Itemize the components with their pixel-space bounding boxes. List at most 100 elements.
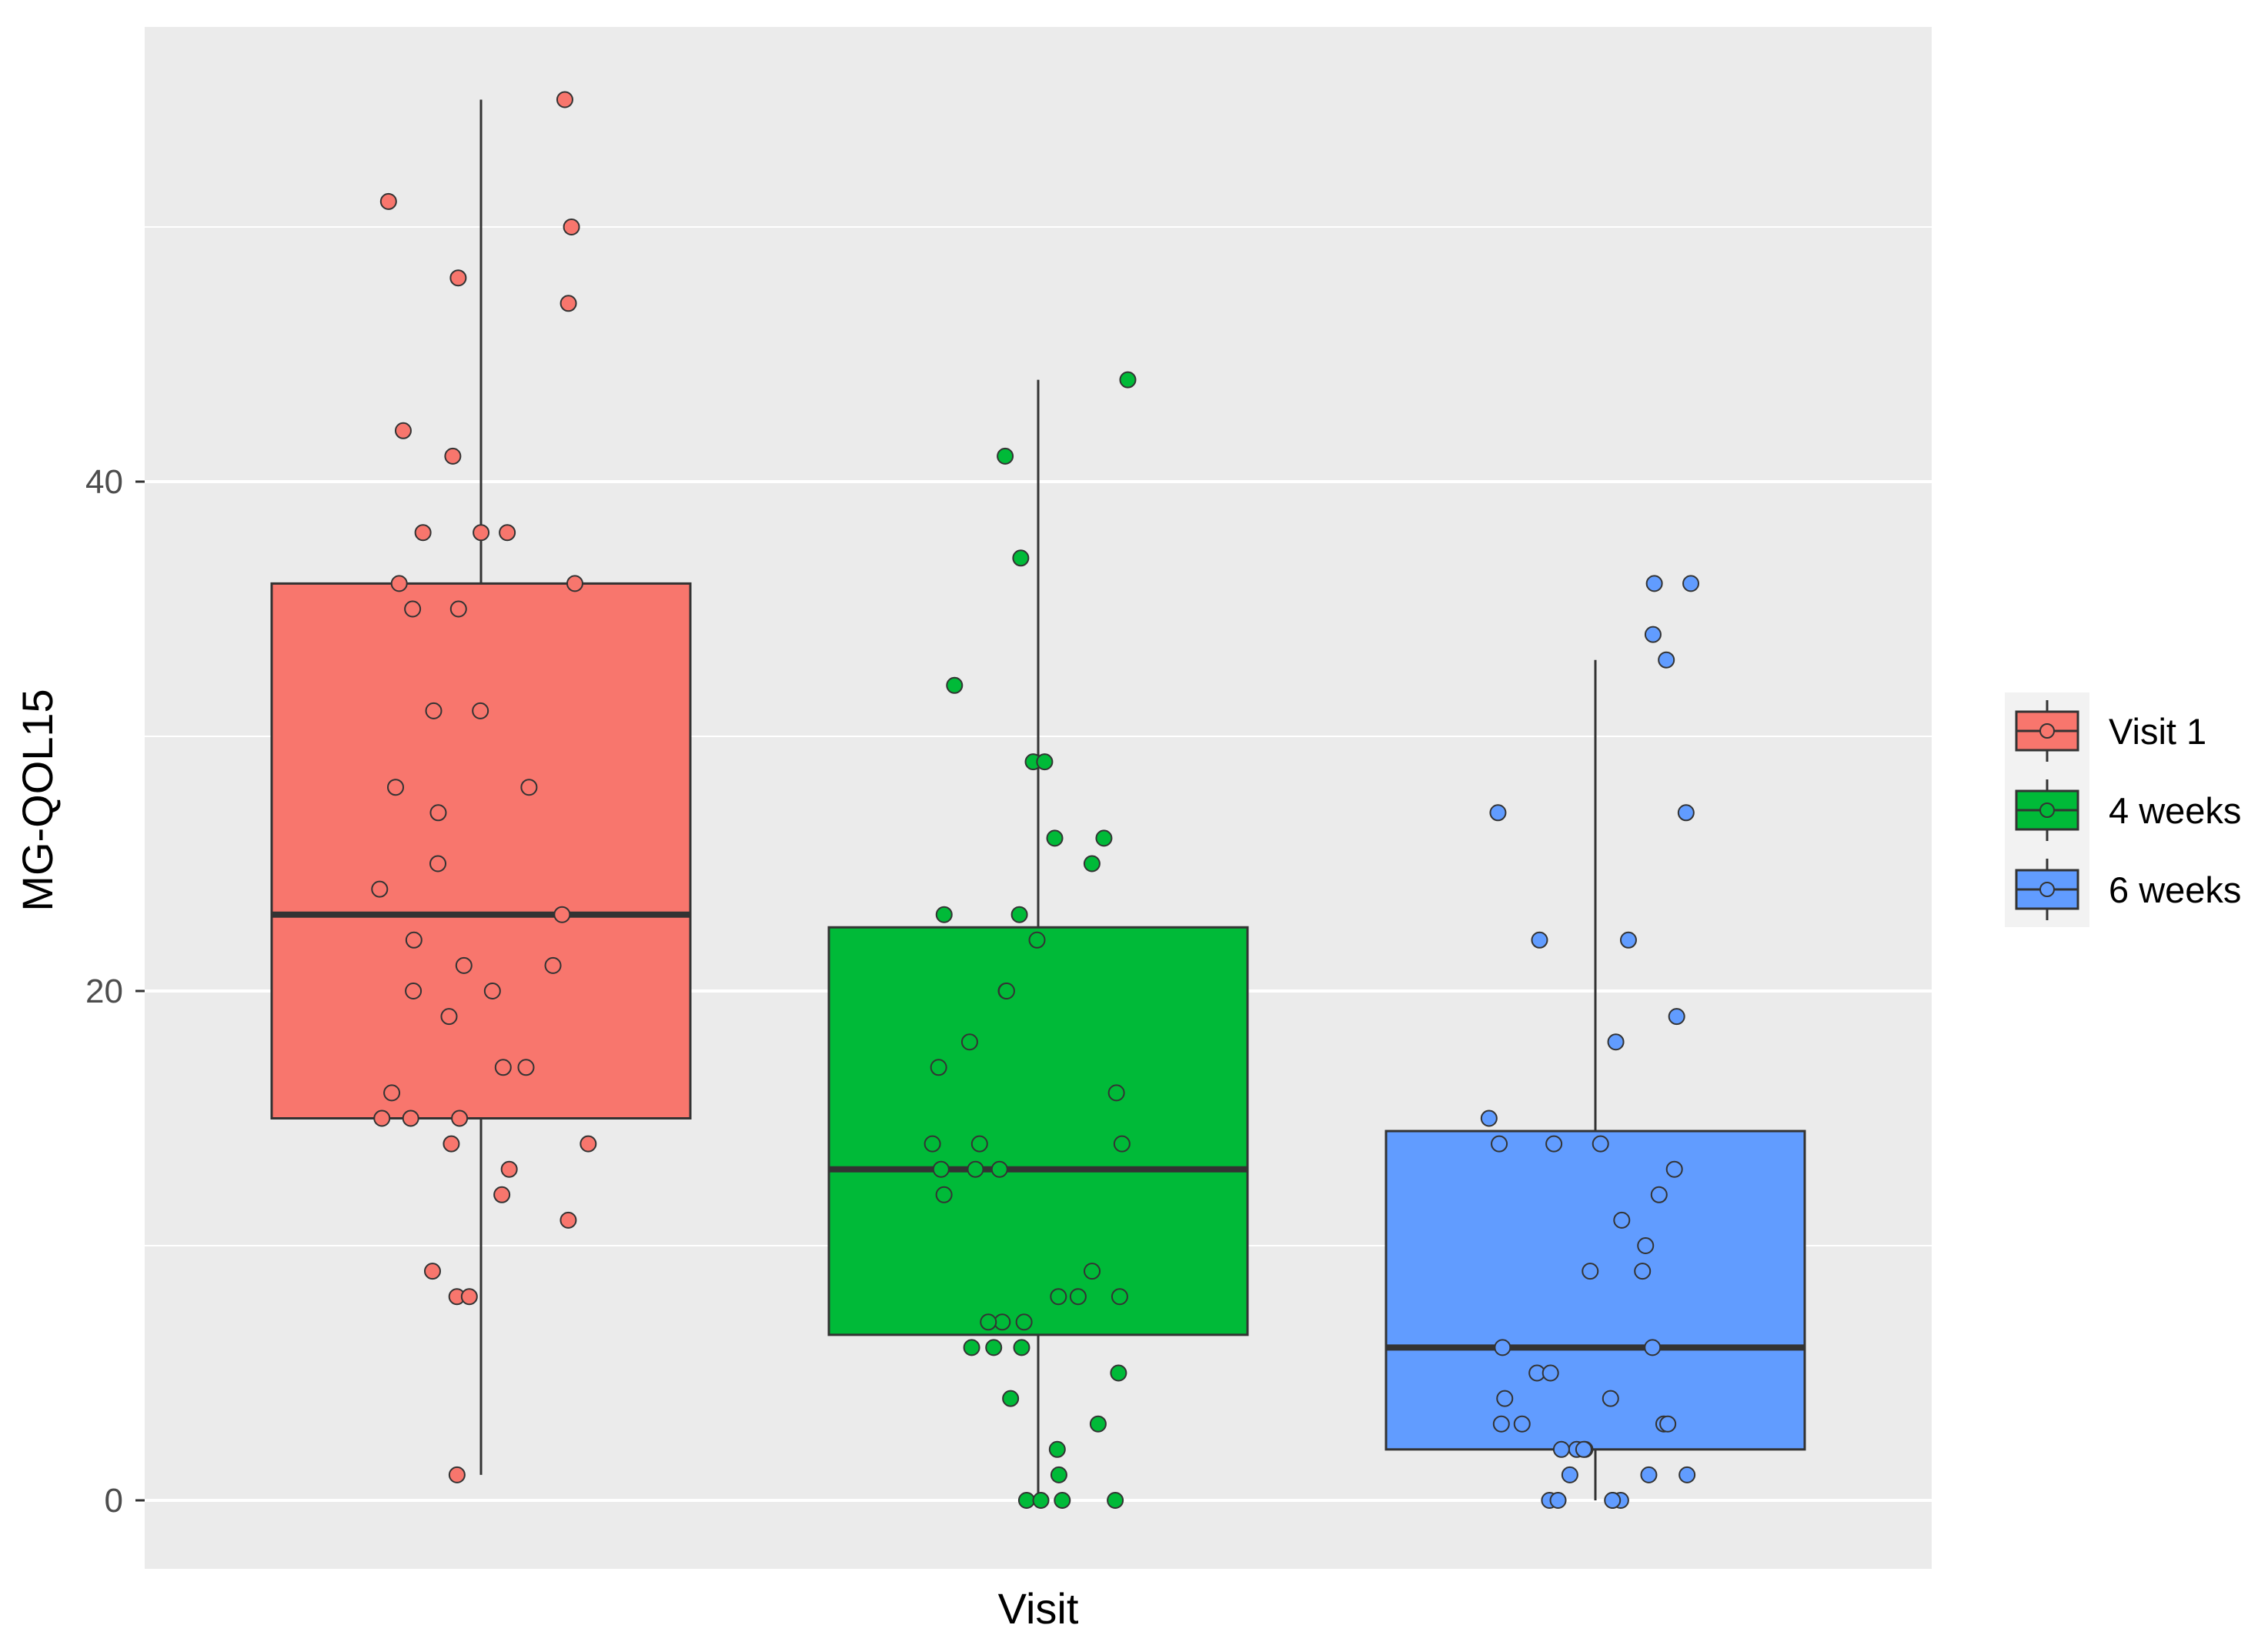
data-point <box>924 1135 941 1153</box>
data-point <box>1050 1466 1067 1483</box>
data-point <box>1659 1415 1677 1433</box>
data-point <box>935 906 953 923</box>
data-point <box>985 1339 1003 1356</box>
data-point <box>1496 1390 1514 1407</box>
data-point <box>1084 1263 1101 1280</box>
data-point <box>425 702 443 719</box>
data-point <box>1095 829 1113 847</box>
data-point <box>1480 1109 1498 1127</box>
data-point <box>387 779 405 796</box>
data-point <box>429 855 447 873</box>
data-point <box>1531 931 1548 949</box>
data-point <box>997 447 1014 465</box>
data-point <box>449 269 467 287</box>
data-point <box>451 1109 469 1127</box>
data-point <box>1107 1492 1124 1509</box>
data-point <box>1113 1135 1131 1153</box>
data-point <box>429 804 447 822</box>
data-point <box>960 1033 978 1051</box>
data-point <box>559 1211 577 1229</box>
data-point <box>373 1109 391 1127</box>
data-point <box>1107 1084 1125 1102</box>
data-point <box>405 983 423 999</box>
data-point <box>1602 1390 1619 1407</box>
data-point <box>500 1160 518 1178</box>
data-point <box>1048 1440 1066 1458</box>
data-point <box>402 1109 419 1127</box>
data-point <box>1046 829 1064 847</box>
data-point <box>556 91 573 108</box>
data-point <box>967 1160 984 1178</box>
data-point <box>946 676 964 694</box>
data-point <box>1619 931 1637 949</box>
data-point <box>1658 651 1675 669</box>
data-point <box>405 931 423 949</box>
legend-key-point <box>2039 802 2055 818</box>
data-point <box>1036 753 1054 771</box>
data-point <box>1012 549 1030 567</box>
data-point <box>1677 804 1695 822</box>
data-point <box>1002 1390 1020 1407</box>
data-point <box>394 422 412 439</box>
data-point <box>1665 1160 1683 1178</box>
box-group <box>827 371 1249 1509</box>
data-point <box>494 1059 512 1076</box>
legend: Visit 1 4 weeks 6 weeks <box>2005 692 2241 927</box>
data-point <box>553 906 571 923</box>
data-point <box>517 1059 535 1076</box>
data-point <box>1668 1008 1685 1026</box>
data-point <box>520 779 538 796</box>
legend-key-point <box>2039 882 2055 897</box>
data-point <box>1549 1492 1567 1509</box>
data-point <box>1552 1440 1570 1458</box>
data-point <box>371 880 389 898</box>
y-axis-ticks: 0 20 40 <box>85 463 145 1520</box>
data-point <box>1032 1492 1050 1509</box>
data-point <box>1575 1440 1592 1458</box>
data-point <box>473 524 490 542</box>
legend-label: Visit 1 <box>2109 711 2206 752</box>
legend-key-point <box>2039 723 2055 739</box>
box-layer <box>270 91 1806 1509</box>
data-point <box>390 575 408 592</box>
data-point <box>932 1160 950 1178</box>
data-point <box>493 1186 511 1203</box>
data-point <box>1542 1364 1559 1382</box>
box-group <box>1385 575 1806 1509</box>
data-point <box>1607 1033 1625 1051</box>
data-point <box>460 1288 478 1306</box>
data-point <box>990 1160 1008 1178</box>
data-point <box>970 1135 988 1153</box>
data-point <box>1582 1263 1599 1280</box>
y-axis-title: MG-QOL15 <box>13 689 62 911</box>
data-point <box>423 1263 441 1280</box>
data-point <box>980 1313 997 1331</box>
box-group <box>270 91 692 1483</box>
data-point <box>1645 575 1663 592</box>
data-point <box>1650 1186 1668 1203</box>
data-point <box>455 956 473 974</box>
data-point <box>963 1339 980 1356</box>
data-point <box>1613 1211 1631 1229</box>
data-point <box>994 1313 1011 1331</box>
box-iqr <box>827 926 1249 1336</box>
data-point <box>483 983 501 999</box>
data-point <box>1637 1237 1655 1254</box>
data-point <box>544 956 562 974</box>
data-point <box>930 1059 947 1076</box>
data-point <box>1083 855 1101 873</box>
y-tick-label: 0 <box>105 1482 123 1520</box>
data-point <box>444 447 462 465</box>
data-point <box>472 702 489 719</box>
data-point <box>1644 626 1662 643</box>
legend-item: 6 weeks <box>2015 859 2241 920</box>
data-point <box>383 1084 401 1102</box>
data-point <box>449 600 467 618</box>
data-point <box>559 295 577 312</box>
data-point <box>580 1135 597 1153</box>
data-point <box>440 1008 458 1026</box>
box-iqr <box>270 582 692 1119</box>
data-point <box>1017 1492 1035 1509</box>
legend-item: Visit 1 <box>2015 700 2206 762</box>
